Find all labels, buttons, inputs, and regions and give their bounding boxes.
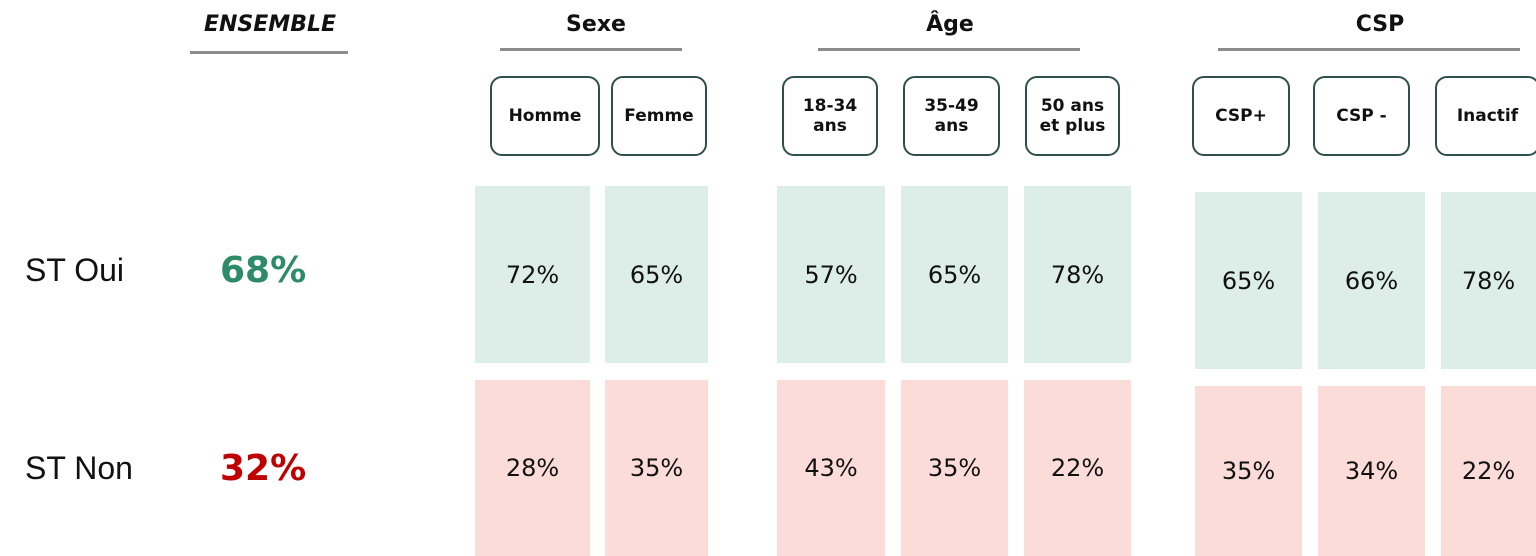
- value-cell: 78%: [1441, 192, 1536, 369]
- value-cell: 78%: [1024, 186, 1131, 363]
- column-header: 35-49 ans: [903, 76, 1000, 156]
- underline: [1218, 48, 1520, 51]
- value-cell: 66%: [1318, 192, 1425, 369]
- group-title: CSP: [1355, 12, 1405, 37]
- underline: [500, 48, 682, 51]
- value-cell: 28%: [475, 380, 590, 556]
- ensemble-value: 32%: [220, 448, 307, 489]
- value-cell: 65%: [901, 186, 1008, 363]
- value-cell: 35%: [901, 380, 1008, 556]
- column-header: 18-34 ans: [782, 76, 878, 156]
- value-cell: 65%: [1195, 192, 1302, 369]
- group-title: Âge: [926, 12, 974, 37]
- row-label: ST Oui: [25, 252, 124, 288]
- column-header: CSP+: [1192, 76, 1290, 156]
- value-cell: 34%: [1318, 386, 1425, 556]
- row-label: ST Non: [25, 450, 133, 486]
- value-cell: 22%: [1024, 380, 1131, 556]
- group-title: Sexe: [566, 12, 626, 37]
- ensemble-title: ENSEMBLE: [203, 12, 337, 37]
- ensemble-value: 68%: [220, 250, 307, 291]
- column-header: Homme: [490, 76, 600, 156]
- column-header: Inactif: [1435, 76, 1536, 156]
- value-cell: 72%: [475, 186, 590, 363]
- column-header: Femme: [611, 76, 707, 156]
- value-cell: 22%: [1441, 386, 1536, 556]
- value-cell: 57%: [777, 186, 885, 363]
- value-cell: 35%: [1195, 386, 1302, 556]
- column-header: 50 ans et plus: [1025, 76, 1120, 156]
- column-header: CSP -: [1313, 76, 1410, 156]
- value-cell: 43%: [777, 380, 885, 556]
- underline: [190, 51, 348, 54]
- underline: [818, 48, 1080, 51]
- value-cell: 35%: [605, 380, 708, 556]
- value-cell: 65%: [605, 186, 708, 363]
